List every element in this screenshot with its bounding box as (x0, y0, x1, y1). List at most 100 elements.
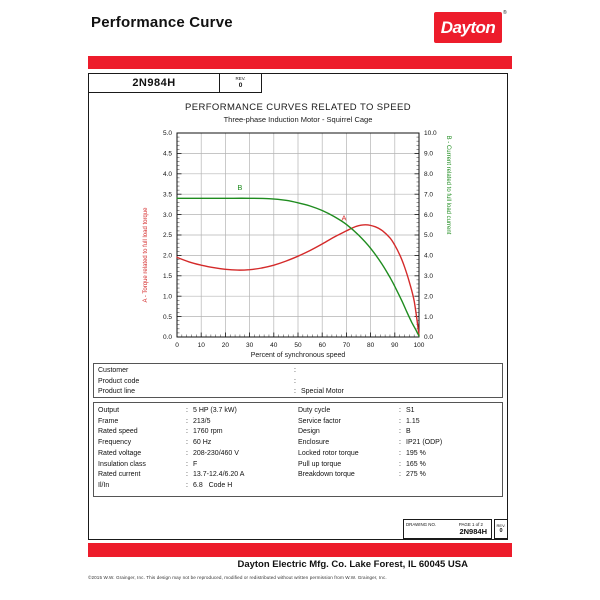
revision-value: 0 (238, 82, 243, 89)
x-tick-label: 0 (175, 342, 179, 349)
chart-curves: AB (176, 183, 420, 337)
left-y-tick-label: 2.0 (163, 253, 172, 260)
field-separator: : (186, 481, 188, 489)
left-y-tick-label: 4.0 (163, 171, 172, 178)
product-code-label: Product code (98, 377, 140, 385)
curve-b (176, 197, 420, 337)
spec-row: Rated current:13.7-12.4/6.20 A (98, 470, 296, 481)
field-separator: : (399, 439, 401, 447)
spec-row: Insulation class: F (98, 460, 296, 471)
curve-a (176, 224, 420, 336)
company-address-line: Dayton Electric Mfg. Co. Lake Forest, IL… (237, 559, 468, 570)
spec-row: Pull up torque:165 % (298, 460, 498, 471)
document-frame (88, 73, 508, 540)
spec-column-left: Output:5 HP (3.7 kW) Frame:213/5 Rated spe… (98, 406, 296, 492)
spec-label: Duty cycle (298, 407, 331, 414)
revision-box-footer: REV. 0 (494, 519, 508, 539)
x-axis-title: Percent of synchronous speed (251, 352, 346, 359)
spec-column-right: Duty cycle: S1 Service factor:1.15 Design: B… (298, 406, 498, 481)
spec-value: 195 % (406, 449, 426, 457)
spec-value: 1760 rpm (193, 428, 223, 436)
field-separator: : (186, 471, 188, 479)
product-line-value: Special Motor (301, 388, 344, 396)
spec-row: Frequency:60 Hz (98, 438, 296, 449)
left-y-tick-label: 5.0 (163, 130, 172, 137)
performance-chart: PERFORMANCE CURVES RELATED TO SPEED Thre… (143, 102, 451, 359)
spec-value: 165 % (406, 460, 426, 468)
spec-row: Breakdown torque:275 % (298, 470, 498, 481)
right-y-tick-label: 5.0 (424, 232, 433, 239)
product-code-row: Product code : (98, 377, 502, 388)
spec-label: Output (98, 407, 120, 414)
curve-label-a: A (341, 214, 346, 223)
dayton-logo-text: Dayton (440, 17, 496, 37)
spec-value: 213/5 (193, 417, 211, 425)
right-y-tick-label: 6.0 (424, 212, 433, 219)
field-separator: : (399, 428, 401, 436)
spec-label: Frame (98, 417, 119, 425)
header-rule-bar (88, 56, 512, 69)
customer-row: Customer : (98, 366, 502, 377)
field-separator: : (294, 367, 296, 374)
field-separator: : (399, 407, 401, 414)
spec-value: 275 % (406, 471, 426, 479)
page-title: Performance Curve (91, 14, 233, 31)
spec-label: Pull up torque (298, 460, 342, 468)
spec-row: Locked rotor torque:195 % (298, 449, 498, 460)
spec-value: 5 HP (3.7 kW) (193, 407, 237, 414)
spec-value: S1 (406, 407, 415, 414)
specification-block: Output:5 HP (3.7 kW) Frame:213/5 Rated spe… (93, 402, 503, 497)
field-separator: : (399, 471, 401, 479)
spec-value: 208-230/460 V (193, 449, 239, 457)
customer-label: Customer (98, 367, 129, 374)
right-y-tick-label: 4.0 (424, 253, 433, 260)
spec-label: Service factor (298, 417, 341, 425)
right-y-tick-label: 10.0 (424, 130, 437, 137)
field-separator: : (186, 428, 188, 436)
spec-label: Rated current (98, 471, 141, 479)
x-tick-label: 90 (391, 342, 399, 349)
spec-label: Design (298, 428, 320, 436)
x-tick-label: 30 (246, 342, 254, 349)
drawing-no-label: DRAWING NO. (406, 521, 437, 527)
spec-value: B (406, 428, 411, 436)
right-y-tick-label: 1.0 (424, 314, 433, 321)
spec-value: 60 Hz (193, 439, 212, 447)
copyright-line: ©2015 W.W. Grainger, Inc. This design ma… (88, 575, 387, 580)
x-tick-label: 50 (294, 342, 302, 349)
chart-subtitle: Three-phase Induction Motor - Squirrel C… (224, 115, 373, 124)
customer-block: Customer : Product code : Product line :… (93, 363, 503, 398)
x-tick-label: 10 (198, 342, 206, 349)
left-y-tick-label: 1.5 (163, 273, 172, 280)
spec-row: Duty cycle: S1 (298, 406, 498, 417)
revision-label: REV. (496, 522, 506, 528)
field-separator: : (186, 449, 188, 457)
field-separator: : (186, 460, 188, 468)
spec-row: Frame:213/5 (98, 417, 296, 428)
spec-value: 1.15 (406, 417, 420, 425)
spec-row: Enclosure: IP21 (ODP) (298, 438, 498, 449)
spec-label: Breakdown torque (298, 471, 355, 479)
field-separator: : (294, 377, 296, 385)
spec-value: 13.7-12.4/6.20 A (193, 471, 245, 479)
spec-label: Il/In (98, 481, 110, 489)
field-separator: : (294, 388, 296, 396)
right-y-tick-label: 7.0 (424, 191, 433, 198)
right-y-tick-label: 2.0 (424, 293, 433, 300)
x-tick-label: 70 (343, 342, 351, 349)
spec-row: Rated speed:1760 rpm (98, 427, 296, 438)
spec-row: Il/In:6.8 Code H (98, 481, 296, 492)
left-y-tick-label: 3.0 (163, 212, 172, 219)
spec-row: Design: B (298, 427, 498, 438)
x-tick-label: 40 (270, 342, 278, 349)
spec-label: Enclosure (298, 439, 330, 447)
field-separator: : (186, 407, 188, 414)
footer-rule-bar (88, 543, 512, 557)
drawing-no-value: 2N984H (459, 526, 487, 536)
curve-label-b: B (237, 183, 242, 192)
spec-label: Frequency (98, 439, 132, 447)
field-separator: : (399, 449, 401, 457)
right-y-tick-label: 8.0 (424, 171, 433, 178)
left-y-tick-label: 0.0 (163, 334, 172, 341)
drawing-number-box: DRAWING NO. PAGE 1 of 2 2N984H (403, 519, 492, 539)
